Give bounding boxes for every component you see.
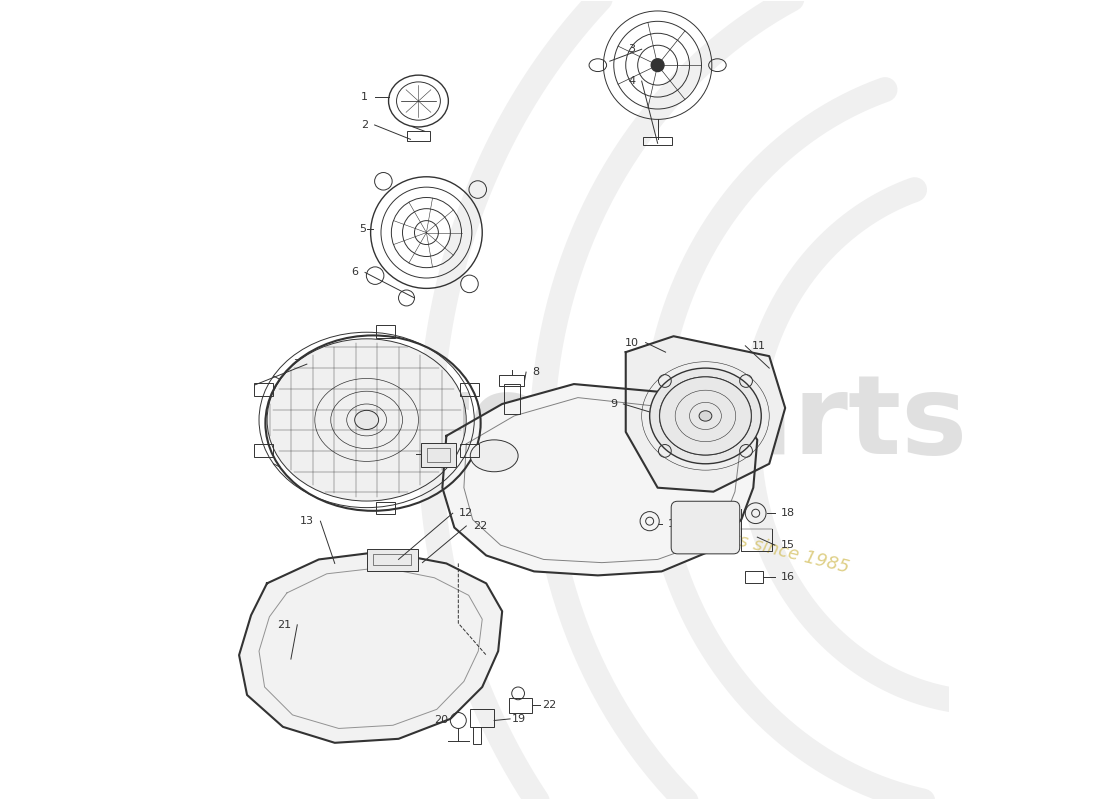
Ellipse shape <box>354 410 378 430</box>
Polygon shape <box>239 551 503 743</box>
Text: 16: 16 <box>781 572 795 582</box>
Text: 19: 19 <box>512 714 526 724</box>
Text: 5: 5 <box>360 223 366 234</box>
Ellipse shape <box>650 368 761 464</box>
Bar <box>373 554 411 565</box>
Text: 4: 4 <box>628 76 636 86</box>
Bar <box>376 502 395 514</box>
Bar <box>427 448 450 462</box>
Bar <box>460 383 480 396</box>
Circle shape <box>651 58 664 71</box>
Text: 1: 1 <box>361 92 368 102</box>
Bar <box>421 443 455 467</box>
Text: 22: 22 <box>473 521 487 531</box>
Bar <box>644 137 672 145</box>
Bar <box>366 549 418 571</box>
Ellipse shape <box>471 440 518 472</box>
Ellipse shape <box>700 410 712 421</box>
Text: 14: 14 <box>396 450 409 459</box>
Bar <box>376 326 395 338</box>
Text: 2: 2 <box>361 120 368 130</box>
Text: 7: 7 <box>294 359 300 369</box>
Text: 13: 13 <box>300 516 313 526</box>
Text: 17: 17 <box>668 518 682 529</box>
Text: ►parts: ►parts <box>554 370 968 478</box>
Bar <box>460 444 480 457</box>
Bar <box>407 131 430 141</box>
Polygon shape <box>626 336 785 492</box>
Text: 8: 8 <box>532 367 540 377</box>
Bar <box>508 698 532 713</box>
Text: 20: 20 <box>433 715 448 726</box>
Bar <box>504 384 519 414</box>
Text: 18: 18 <box>781 508 795 518</box>
Text: 12: 12 <box>459 508 473 518</box>
Text: 3: 3 <box>628 44 636 54</box>
Text: 9: 9 <box>609 399 617 409</box>
Ellipse shape <box>267 339 466 501</box>
Polygon shape <box>442 384 757 575</box>
Text: 11: 11 <box>751 341 766 350</box>
Text: 10: 10 <box>625 338 639 347</box>
Bar <box>473 727 481 744</box>
Text: euro: euro <box>261 370 546 478</box>
Text: 22: 22 <box>542 699 557 710</box>
Text: 6: 6 <box>352 267 359 278</box>
FancyBboxPatch shape <box>671 502 739 554</box>
Text: 21: 21 <box>277 620 290 630</box>
Bar <box>254 444 273 457</box>
Text: a passion for parts since 1985: a passion for parts since 1985 <box>583 494 851 577</box>
Bar <box>746 570 763 583</box>
Bar <box>471 710 494 727</box>
Bar <box>254 383 273 396</box>
Bar <box>499 375 525 386</box>
Text: 15: 15 <box>781 540 795 550</box>
